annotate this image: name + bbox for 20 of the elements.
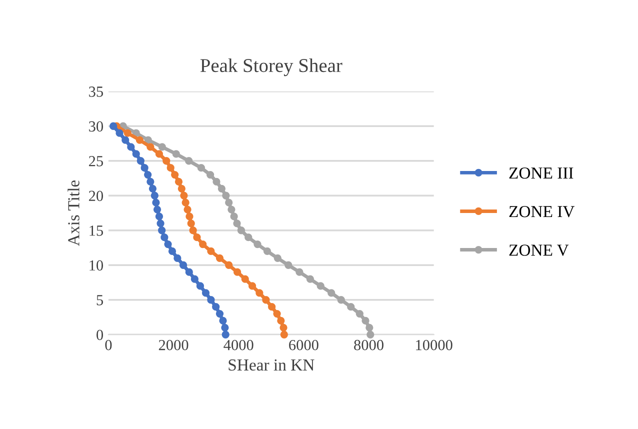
y-tick-label: 5 [96, 295, 103, 306]
x-tick-label: 0 [105, 340, 112, 350]
x-tick-label: 10000 [416, 340, 452, 350]
x-tick-label: 6000 [289, 340, 318, 350]
x-axis-title: SHear in KN [228, 359, 314, 371]
chart-title: Peak Storey Shear [200, 58, 342, 76]
legend-label: ZONE IV [509, 206, 575, 218]
y-tick-label: 10 [90, 260, 104, 271]
y-tick-label: 15 [90, 226, 103, 236]
legend-label: ZONE V [509, 244, 569, 256]
legend-label: ZONE III [509, 167, 574, 179]
x-tick-label: 4000 [224, 340, 254, 350]
y-tick-label: 25 [88, 156, 103, 166]
y-axis-title: Axis Title [68, 180, 80, 246]
y-tick-label: 0 [96, 330, 104, 340]
x-tick-label: 2000 [158, 340, 188, 350]
x-tick-label: 8000 [354, 340, 384, 350]
y-tick-label: 35 [89, 86, 103, 97]
y-tick-label: 30 [89, 121, 104, 132]
y-tick-label: 20 [88, 190, 104, 202]
